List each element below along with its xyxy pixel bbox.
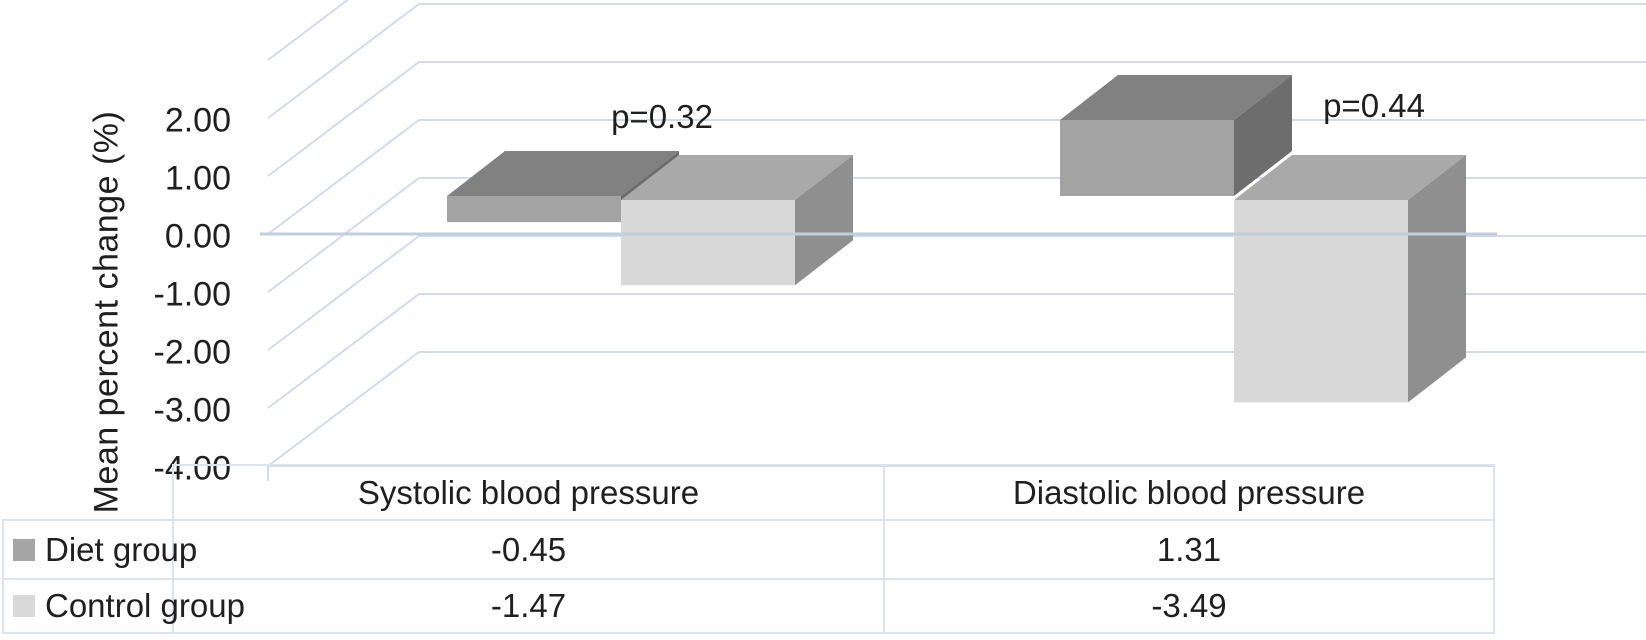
bar-front-face (1060, 120, 1234, 196)
gridline-diagonal (267, 61, 420, 177)
bar-top-face (621, 155, 853, 200)
control-group-swatch (13, 595, 35, 617)
legend-label-control: Control group (45, 587, 245, 624)
bar-side-face (1408, 155, 1466, 403)
data-table: Systolic blood pressure Diastolic blood … (172, 464, 1495, 634)
y-tick-label: 2.00 (164, 101, 231, 140)
gridline-diagonal (267, 351, 420, 467)
gridline-diagonal (267, 235, 420, 351)
y-tick-label: 0.00 (164, 217, 231, 256)
y-tick-label: -3.00 (153, 391, 232, 430)
gridline-diagonal (267, 0, 350, 61)
cell-diet-systolic: -0.45 (174, 519, 883, 578)
gridline-diagonal (267, 3, 420, 119)
bar-top-face (1060, 75, 1292, 121)
bar-diet-diastolic (1060, 75, 1292, 196)
column-header-systolic: Systolic blood pressure (357, 473, 700, 511)
annotation-p-value-systolic: p=0.32 (611, 98, 713, 135)
gridline-diagonal (267, 293, 420, 409)
bars (447, 75, 1466, 403)
cell-control-diastolic: -3.49 (883, 578, 1493, 632)
bar-front-face (447, 196, 621, 223)
legend-column: Diet group Control group (2, 519, 245, 634)
bar-top-face (1234, 155, 1466, 200)
legend-item-diet: Diet group (4, 521, 245, 578)
bar-front-face (1234, 200, 1408, 403)
bar-side-face (795, 155, 853, 286)
bar-front-face (621, 200, 795, 286)
y-tick-label: -4.00 (153, 449, 232, 488)
bar-control-diastolic (1234, 155, 1466, 403)
cell-diet-diastolic: 1.31 (883, 519, 1493, 578)
bar-control-systolic (621, 155, 853, 286)
bar-top-face (447, 151, 679, 196)
column-header-diastolic: Diastolic blood pressure (883, 466, 1493, 519)
y-tick-label: 1.00 (164, 159, 231, 198)
bar-side-face (1234, 75, 1292, 196)
cell-control-systolic: -1.47 (174, 578, 883, 632)
y-tick-label: -1.00 (153, 275, 232, 314)
annotation-p-value-diastolic: p=0.44 (1323, 87, 1425, 124)
y-tick-label: -2.00 (153, 333, 232, 372)
gridline-diagonal (267, 119, 420, 235)
legend-label-diet: Diet group (45, 530, 198, 568)
legend-item-control: Control group (4, 578, 245, 632)
diet-group-swatch (13, 538, 35, 561)
